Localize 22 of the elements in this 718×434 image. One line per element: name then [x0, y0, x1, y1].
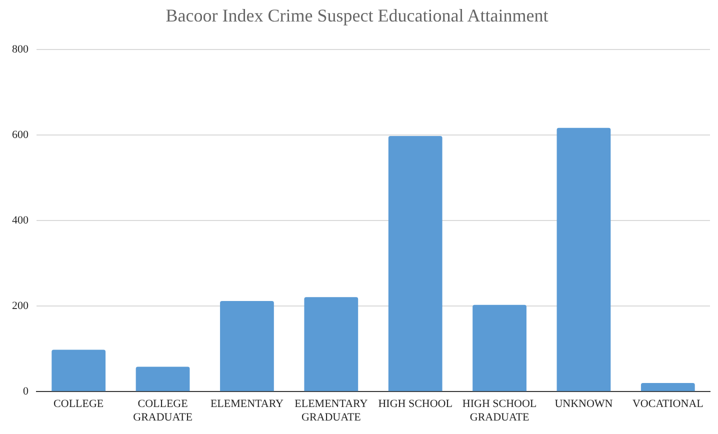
x-tick-label: COLLEGE GRADUATE [133, 398, 193, 424]
chart-title: Bacoor Index Crime Suspect Educational Attainment [166, 6, 548, 26]
y-tick-label: 600 [12, 128, 29, 141]
bar [304, 297, 358, 392]
bar [556, 128, 611, 392]
x-tick-label: HIGH SCHOOL [378, 398, 453, 410]
x-tick-label: ELEMENTARY [210, 398, 284, 410]
x-tick-label: HIGH SCHOOL GRADUATE [462, 398, 537, 424]
y-tick-label: 200 [12, 300, 29, 312]
x-tick-label: ELEMENTARY GRADUATE [294, 398, 368, 424]
x-tick-label: VOCATIONAL [632, 398, 704, 410]
bar [388, 136, 442, 392]
x-tick-label: COLLEGE [54, 398, 104, 410]
y-tick-label: 0 [23, 385, 29, 398]
y-tick-label: 400 [12, 214, 29, 226]
bar [472, 304, 526, 392]
bar [220, 300, 274, 392]
bar [52, 350, 106, 392]
y-tick-label: 800 [12, 43, 29, 56]
bar [640, 383, 695, 392]
x-tick-label: UNKNOWN [554, 398, 613, 410]
bar [136, 366, 190, 392]
